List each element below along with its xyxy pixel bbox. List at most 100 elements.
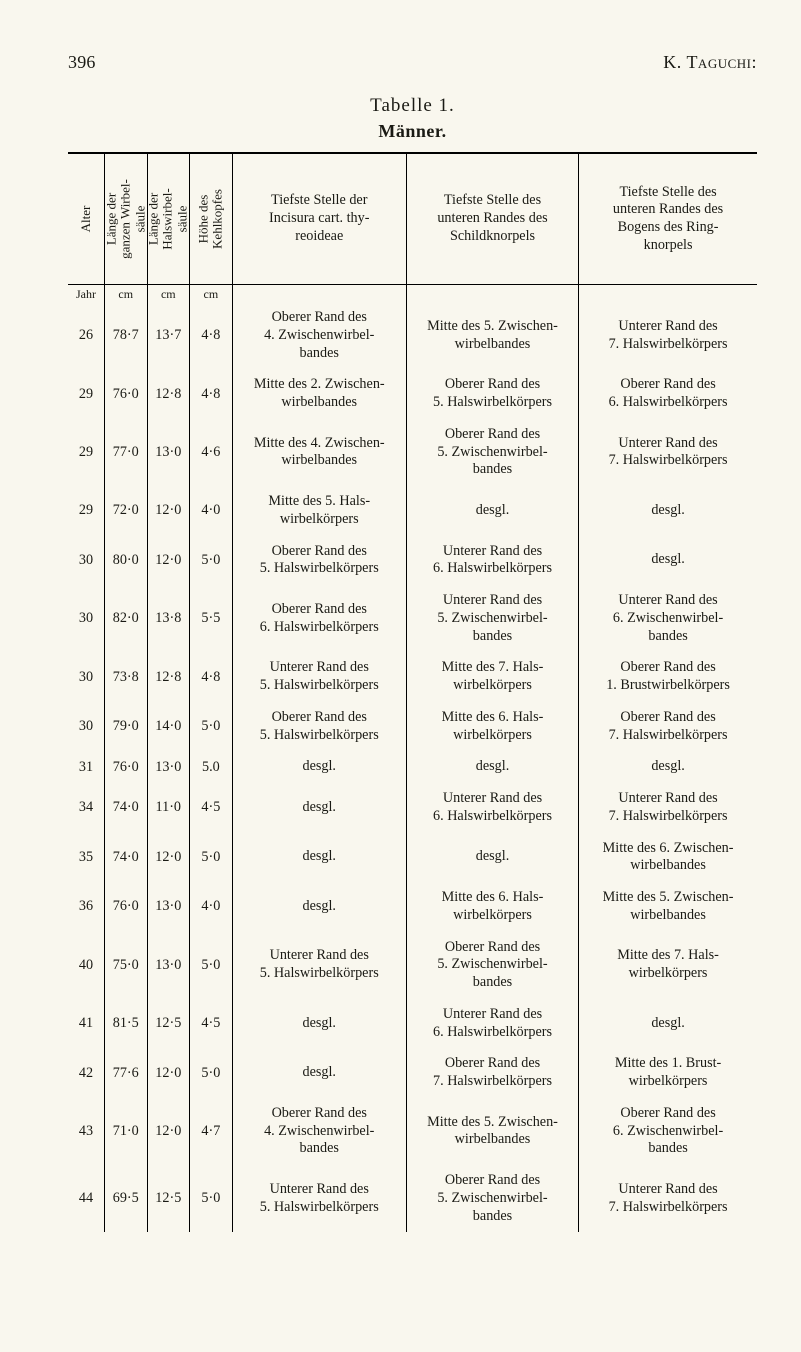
col-bogen-header: Tiefste Stelle desunteren Randes desBoge… — [579, 153, 757, 285]
header-row: Alter Länge derganzen Wirbel-säule Länge… — [68, 153, 757, 285]
running-head: 396 K. Taguchi: — [68, 52, 757, 73]
cell-hk: 4·5 — [190, 999, 233, 1049]
cell-alter: 35 — [68, 833, 104, 883]
unit-unter — [406, 285, 578, 303]
cell-alter: 30 — [68, 702, 104, 752]
unit-inc — [232, 285, 406, 303]
col-lhw-label: Länge derHalswirbel-säule — [147, 164, 190, 274]
cell-inc: Oberer Rand des5. Halswirbelkörpers — [232, 536, 406, 586]
cell-unter: Unterer Rand des6. Halswirbelkörpers — [406, 783, 578, 833]
cell-bogen: Unterer Rand des7. Halswirbelkörpers — [579, 783, 757, 833]
table-row: 2977·013·04·6Mitte des 4. Zwischen-wirbe… — [68, 419, 757, 486]
cell-lgw: 74·0 — [104, 833, 147, 883]
col-unter-header: Tiefste Stelle desunteren Randes desSchi… — [406, 153, 578, 285]
cell-lgw: 71·0 — [104, 1098, 147, 1165]
cell-lgw: 74·0 — [104, 783, 147, 833]
cell-alter: 42 — [68, 1048, 104, 1098]
table-row: 3574·012·05·0desgl.desgl.Mitte des 6. Zw… — [68, 833, 757, 883]
cell-bogen: desgl. — [579, 486, 757, 536]
cell-unter: Mitte des 5. Zwischen-wirbelbandes — [406, 302, 578, 369]
cell-lgw: 72·0 — [104, 486, 147, 536]
table-row: 3079·014·05·0Oberer Rand des5. Halswirbe… — [68, 702, 757, 752]
cell-unter: Oberer Rand des7. Halswirbelkörpers — [406, 1048, 578, 1098]
table-row: 3080·012·05·0Oberer Rand des5. Halswirbe… — [68, 536, 757, 586]
cell-hk: 5·0 — [190, 833, 233, 883]
cell-lgw: 76·0 — [104, 882, 147, 932]
cell-lhw: 12·0 — [147, 1098, 190, 1165]
col-alter-label: Alter — [79, 164, 93, 274]
cell-inc: Oberer Rand des4. Zwischenwirbel-bandes — [232, 302, 406, 369]
unit-bogen — [579, 285, 757, 303]
table-row: 3073·812·84·8Unterer Rand des5. Halswirb… — [68, 652, 757, 702]
cell-unter: desgl. — [406, 751, 578, 783]
cell-lhw: 12·0 — [147, 486, 190, 536]
cell-lhw: 13·7 — [147, 302, 190, 369]
cell-lgw: 77·0 — [104, 419, 147, 486]
cell-hk: 4·7 — [190, 1098, 233, 1165]
table-row: 4181·512·54·5desgl.Unterer Rand des6. Ha… — [68, 999, 757, 1049]
col-inc-header: Tiefste Stelle derIncisura cart. thy-reo… — [232, 153, 406, 285]
cell-hk: 5·0 — [190, 1048, 233, 1098]
cell-bogen: Mitte des 6. Zwischen-wirbelbandes — [579, 833, 757, 883]
cell-hk: 4·8 — [190, 369, 233, 419]
cell-hk: 5.0 — [190, 751, 233, 783]
cell-bogen: Mitte des 7. Hals-wirbelkörpers — [579, 932, 757, 999]
cell-alter: 34 — [68, 783, 104, 833]
cell-bogen: Unterer Rand des7. Halswirbelkörpers — [579, 302, 757, 369]
cell-hk: 5·0 — [190, 702, 233, 752]
col-bogen-label: Tiefste Stelle desunteren Randes desBoge… — [613, 184, 723, 253]
cell-unter: Unterer Rand des6. Halswirbelkörpers — [406, 536, 578, 586]
tabelle-1-table: Alter Länge derganzen Wirbel-säule Länge… — [68, 152, 757, 1232]
cell-lgw: 80·0 — [104, 536, 147, 586]
cell-lgw: 82·0 — [104, 585, 147, 652]
cell-inc: Unterer Rand des5. Halswirbelkörpers — [232, 932, 406, 999]
cell-lgw: 78·7 — [104, 302, 147, 369]
cell-unter: Oberer Rand des5. Halswirbelkörpers — [406, 369, 578, 419]
cell-bogen: desgl. — [579, 751, 757, 783]
cell-inc: desgl. — [232, 833, 406, 883]
cell-alter: 26 — [68, 302, 104, 369]
cell-inc: Oberer Rand des5. Halswirbelkörpers — [232, 702, 406, 752]
cell-hk: 5·0 — [190, 932, 233, 999]
cell-lhw: 12·0 — [147, 1048, 190, 1098]
cell-alter: 29 — [68, 486, 104, 536]
cell-alter: 40 — [68, 932, 104, 999]
table-row: 4469·512·55·0Unterer Rand des5. Halswirb… — [68, 1165, 757, 1232]
unit-lhw: cm — [147, 285, 190, 303]
cell-hk: 5·5 — [190, 585, 233, 652]
cell-lgw: 77·6 — [104, 1048, 147, 1098]
cell-alter: 44 — [68, 1165, 104, 1232]
table-row: 2976·012·84·8Mitte des 2. Zwischen-wirbe… — [68, 369, 757, 419]
cell-bogen: Mitte des 1. Brust-wirbelkörpers — [579, 1048, 757, 1098]
cell-unter: Unterer Rand des5. Zwischenwirbel-bandes — [406, 585, 578, 652]
table-row: 3082·013·85·5Oberer Rand des6. Halswirbe… — [68, 585, 757, 652]
cell-unter: Oberer Rand des5. Zwischenwirbel-bandes — [406, 419, 578, 486]
cell-inc: Mitte des 2. Zwischen-wirbelbandes — [232, 369, 406, 419]
cell-lgw: 79·0 — [104, 702, 147, 752]
scanned-page: 396 K. Taguchi: Tabelle 1. Männer. Alter… — [0, 0, 801, 1262]
table-row: 4277·612·05·0desgl.Oberer Rand des7. Hal… — [68, 1048, 757, 1098]
cell-alter: 30 — [68, 652, 104, 702]
cell-bogen: Oberer Rand des6. Zwischenwirbel-bandes — [579, 1098, 757, 1165]
page-number: 396 — [68, 52, 96, 73]
cell-unter: desgl. — [406, 833, 578, 883]
col-lgw-header: Länge derganzen Wirbel-säule — [104, 153, 147, 285]
table-row: 3474·011·04·5desgl.Unterer Rand des6. Ha… — [68, 783, 757, 833]
cell-lhw: 11·0 — [147, 783, 190, 833]
cell-unter: Oberer Rand des5. Zwischenwirbel-bandes — [406, 1165, 578, 1232]
col-lhw-header: Länge derHalswirbel-säule — [147, 153, 190, 285]
table-row: 2972·012·04·0Mitte des 5. Hals-wirbelkör… — [68, 486, 757, 536]
cell-alter: 29 — [68, 369, 104, 419]
cell-lhw: 13·0 — [147, 932, 190, 999]
cell-hk: 4·0 — [190, 486, 233, 536]
col-unter-label: Tiefste Stelle desunteren Randes desSchi… — [437, 192, 547, 244]
cell-lgw: 73·8 — [104, 652, 147, 702]
cell-bogen: Unterer Rand des7. Halswirbelkörpers — [579, 419, 757, 486]
cell-unter: Mitte des 6. Hals-wirbelkörpers — [406, 882, 578, 932]
maenner-subtitle: Männer. — [68, 121, 757, 142]
table-row: 4371·012·04·7Oberer Rand des4. Zwischenw… — [68, 1098, 757, 1165]
cell-bogen: Oberer Rand des1. Brustwirbelkörpers — [579, 652, 757, 702]
col-alter-header: Alter — [68, 153, 104, 285]
col-hk-label: Höhe desKehlkopfes — [197, 164, 226, 274]
cell-hk: 4·5 — [190, 783, 233, 833]
